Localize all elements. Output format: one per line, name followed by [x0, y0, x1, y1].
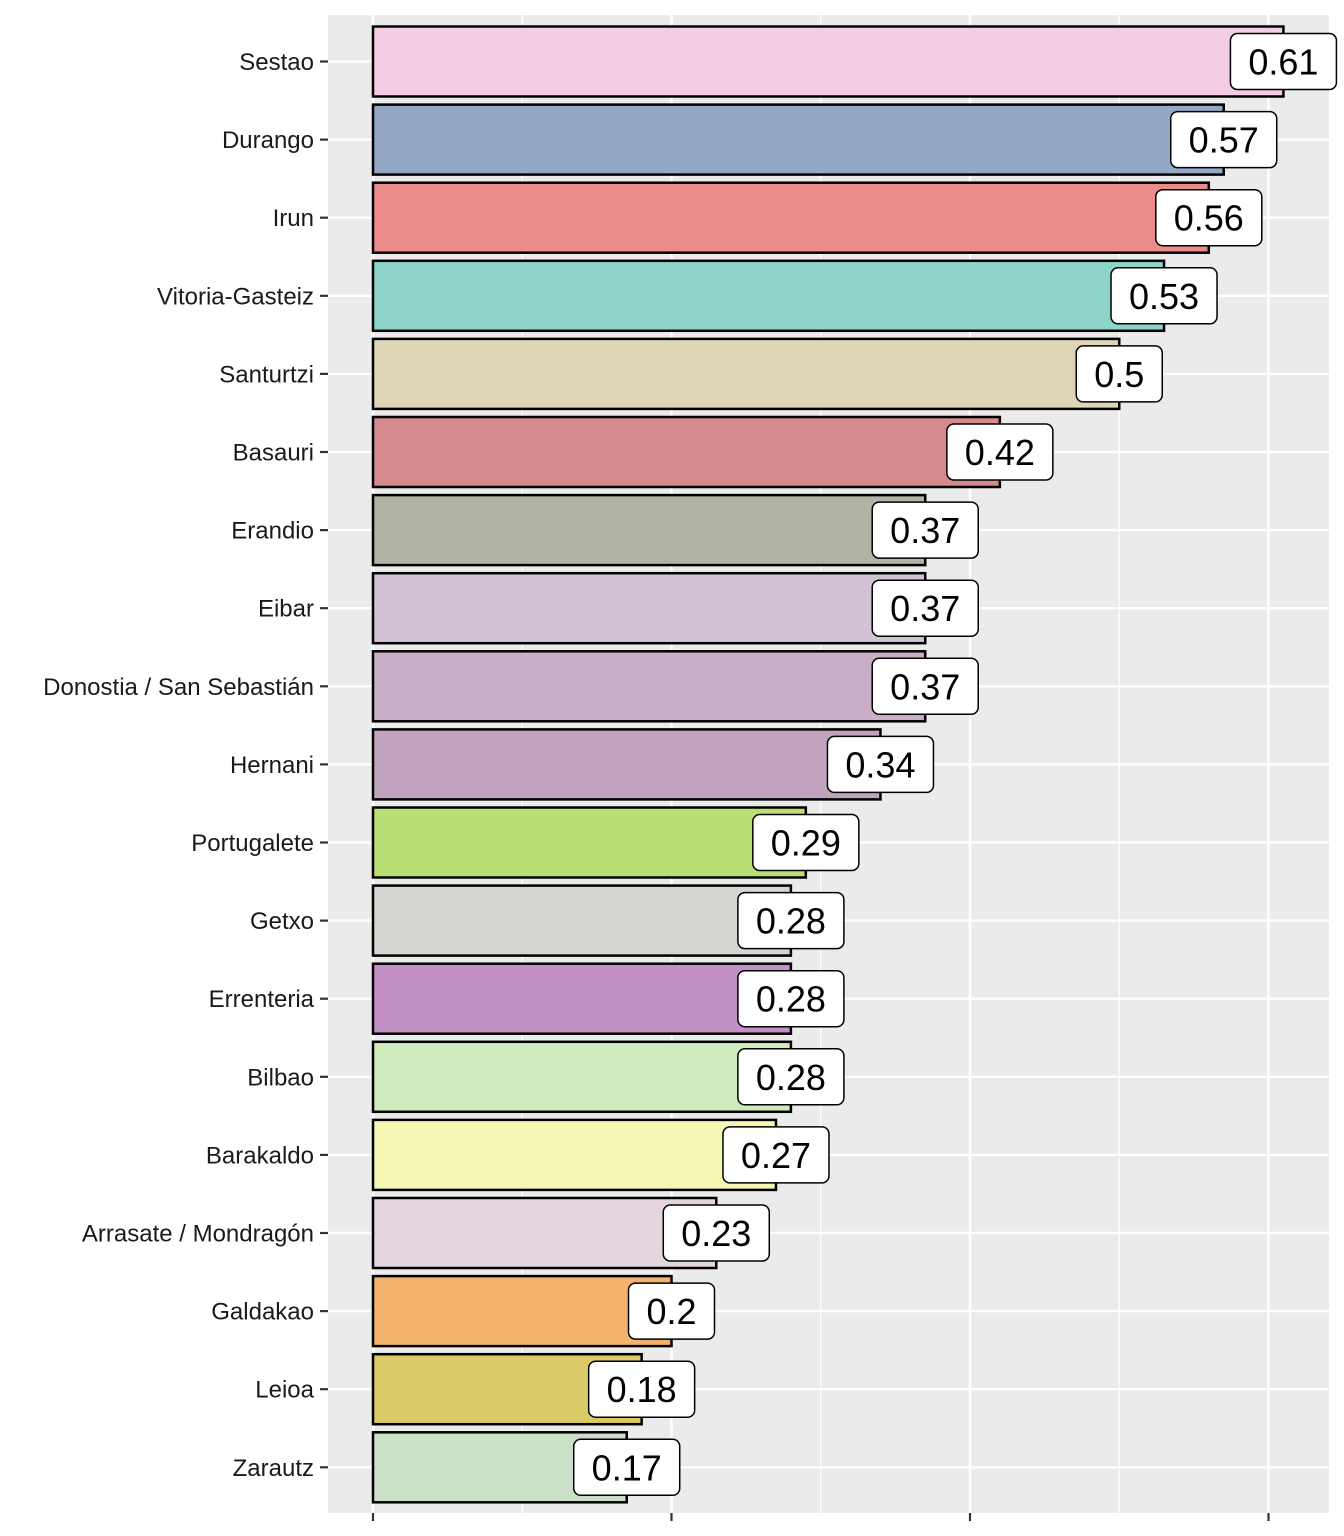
value-label: 0.2 — [646, 1291, 696, 1332]
bar — [371, 259, 1166, 333]
value-label-box — [1169, 110, 1278, 169]
y-tick-label: Bilbao — [247, 1064, 314, 1091]
value-label: 0.28 — [756, 1057, 826, 1098]
y-tick-label: Barakaldo — [206, 1142, 314, 1169]
y-tick-label: Irun — [273, 205, 314, 232]
y-tick-label: Sestao — [239, 49, 314, 76]
bar — [371, 728, 882, 801]
y-tick-label: Hernani — [230, 752, 314, 779]
value-label: 0.5 — [1094, 354, 1144, 395]
value-label: 0.28 — [756, 901, 826, 942]
value-label: 0.28 — [756, 979, 826, 1020]
bars — [371, 25, 1285, 1504]
value-label: 0.57 — [1189, 120, 1259, 161]
value-labels: 0.610.570.560.530.50.420.370.370.370.340… — [572, 32, 1338, 1497]
value-label: 0.17 — [592, 1447, 662, 1488]
value-label-box — [1155, 188, 1263, 247]
value-label-box — [1229, 32, 1338, 91]
value-label-box — [587, 1360, 696, 1418]
value-label-box — [737, 891, 845, 950]
y-tick-label: Eibar — [258, 596, 314, 623]
y-tick-label: Getxo — [250, 908, 314, 935]
y-tick-label: Portugalete — [191, 830, 314, 857]
value-label: 0.27 — [741, 1135, 811, 1176]
value-label: 0.29 — [771, 823, 841, 864]
value-label-box — [722, 1126, 830, 1184]
value-label-box — [1075, 345, 1163, 403]
bar — [371, 1118, 778, 1192]
y-tick-label: Arrasate / Mondragón — [82, 1221, 314, 1248]
bar — [371, 1040, 793, 1114]
value-label-box — [826, 735, 935, 794]
y-tick-label: Zarautz — [233, 1455, 314, 1482]
bar — [371, 962, 793, 1035]
y-tick-label: Leioa — [255, 1377, 314, 1404]
y-tick-label: Santurtzi — [219, 361, 314, 388]
bar — [371, 1274, 673, 1348]
value-label-box — [572, 1438, 681, 1497]
value-label-box — [1110, 267, 1218, 325]
value-label: 0.23 — [681, 1213, 751, 1254]
value-label: 0.61 — [1248, 42, 1318, 83]
y-tick-label: Galdakao — [211, 1299, 314, 1326]
bar — [371, 25, 1285, 98]
value-label: 0.56 — [1174, 198, 1244, 239]
y-tick-label: Basauri — [233, 440, 314, 467]
bar — [371, 571, 927, 645]
y-tick-label: Durango — [222, 127, 314, 154]
value-label-box — [662, 1204, 771, 1262]
value-label-box — [946, 423, 1054, 481]
value-label: 0.53 — [1129, 276, 1199, 317]
value-label-box — [871, 579, 979, 637]
value-label: 0.37 — [890, 510, 960, 551]
y-tick-label: Vitoria-Gasteiz — [157, 283, 314, 310]
value-label: 0.18 — [607, 1369, 677, 1410]
y-tick-label: Erandio — [231, 518, 314, 545]
bar — [371, 103, 1225, 176]
value-label-box — [752, 813, 860, 872]
bar — [371, 884, 793, 957]
bar — [371, 181, 1211, 254]
bar — [371, 415, 1002, 489]
value-label: 0.42 — [965, 432, 1035, 473]
bar — [371, 806, 808, 879]
value-label-box — [871, 657, 979, 716]
value-label-box — [737, 969, 845, 1028]
x-axis — [371, 1513, 1270, 1521]
value-label: 0.37 — [890, 666, 960, 707]
bar — [371, 337, 1121, 411]
bar — [371, 650, 927, 723]
value-label: 0.37 — [890, 588, 960, 629]
y-tick-label: Donostia / San Sebastián — [43, 674, 314, 701]
value-label-box — [871, 501, 979, 559]
value-label-box — [627, 1282, 716, 1340]
y-tick-label: Errenteria — [209, 986, 315, 1013]
bar — [371, 493, 927, 567]
value-label-box — [737, 1048, 845, 1106]
y-axis: Sestao Durango Irun Vitoria-Gasteiz Santurtz… — [43, 49, 328, 1482]
bar — [371, 1196, 718, 1270]
value-label: 0.34 — [845, 744, 915, 785]
